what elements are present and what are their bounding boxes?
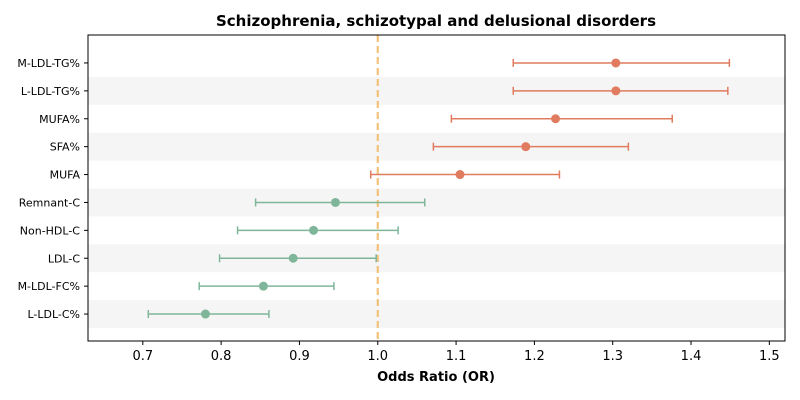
- or-point: [521, 142, 531, 152]
- x-tick-label: 1.3: [602, 349, 623, 364]
- row-band: [88, 188, 785, 217]
- confidence-intervals: [147, 58, 731, 319]
- y-tick-label: M-LDL-TG%: [17, 57, 80, 70]
- plot-frame: [87, 34, 786, 342]
- ci-l-ldl-tg-: [512, 86, 729, 95]
- ci-m-ldl-tg-: [512, 58, 731, 67]
- x-axis: 0.7 0.8 0.9 1.0 1.1 1.2 1.3 1.4 1.5: [132, 341, 780, 364]
- x-tick-label: 1.0: [367, 349, 388, 364]
- ci-mufa-: [450, 114, 673, 123]
- x-tick-label: 0.7: [132, 349, 153, 364]
- or-point: [288, 253, 298, 263]
- row-band: [88, 244, 785, 273]
- y-tick-label: L-LDL-TG%: [21, 85, 80, 98]
- or-point: [455, 170, 465, 180]
- y-tick-label: M-LDL-FC%: [18, 280, 80, 293]
- or-point: [611, 86, 621, 96]
- ci-sfa-: [432, 142, 630, 151]
- or-point: [551, 114, 561, 124]
- x-tick-label: 0.9: [289, 349, 310, 364]
- y-tick-label: MUFA%: [39, 113, 80, 126]
- ci-ldl-c: [218, 254, 377, 263]
- ci-mufa: [369, 170, 561, 179]
- y-tick-label: Remnant-C: [19, 196, 81, 209]
- x-tick-label: 1.5: [759, 349, 780, 364]
- y-tick-label: Non-HDL-C: [20, 224, 81, 237]
- odds-ratio-points: [200, 58, 621, 319]
- or-point: [200, 309, 210, 319]
- x-tick-label: 1.1: [446, 349, 467, 364]
- x-axis-label: Odds Ratio (OR): [377, 370, 495, 385]
- y-tick-label: MUFA: [50, 169, 81, 182]
- x-tick-label: 1.2: [524, 349, 545, 364]
- or-point: [309, 225, 319, 235]
- chart-title: Schizophrenia, schizotypal and delusiona…: [216, 12, 656, 30]
- or-point: [611, 58, 621, 68]
- y-tick-label: LDL-C: [48, 252, 81, 265]
- y-tick-label: L-LDL-C%: [27, 308, 80, 321]
- y-tick-label: SFA%: [50, 141, 80, 154]
- row-bands: [88, 76, 785, 328]
- ci-remnant-c: [254, 198, 426, 207]
- or-point: [330, 197, 340, 207]
- or-point: [258, 281, 268, 291]
- x-tick-label: 1.4: [681, 349, 702, 364]
- y-axis: M-LDL-TG% L-LDL-TG% MUFA% SFA% MUFA Remnant-C…: [17, 57, 88, 321]
- x-tick-label: 0.8: [211, 349, 232, 364]
